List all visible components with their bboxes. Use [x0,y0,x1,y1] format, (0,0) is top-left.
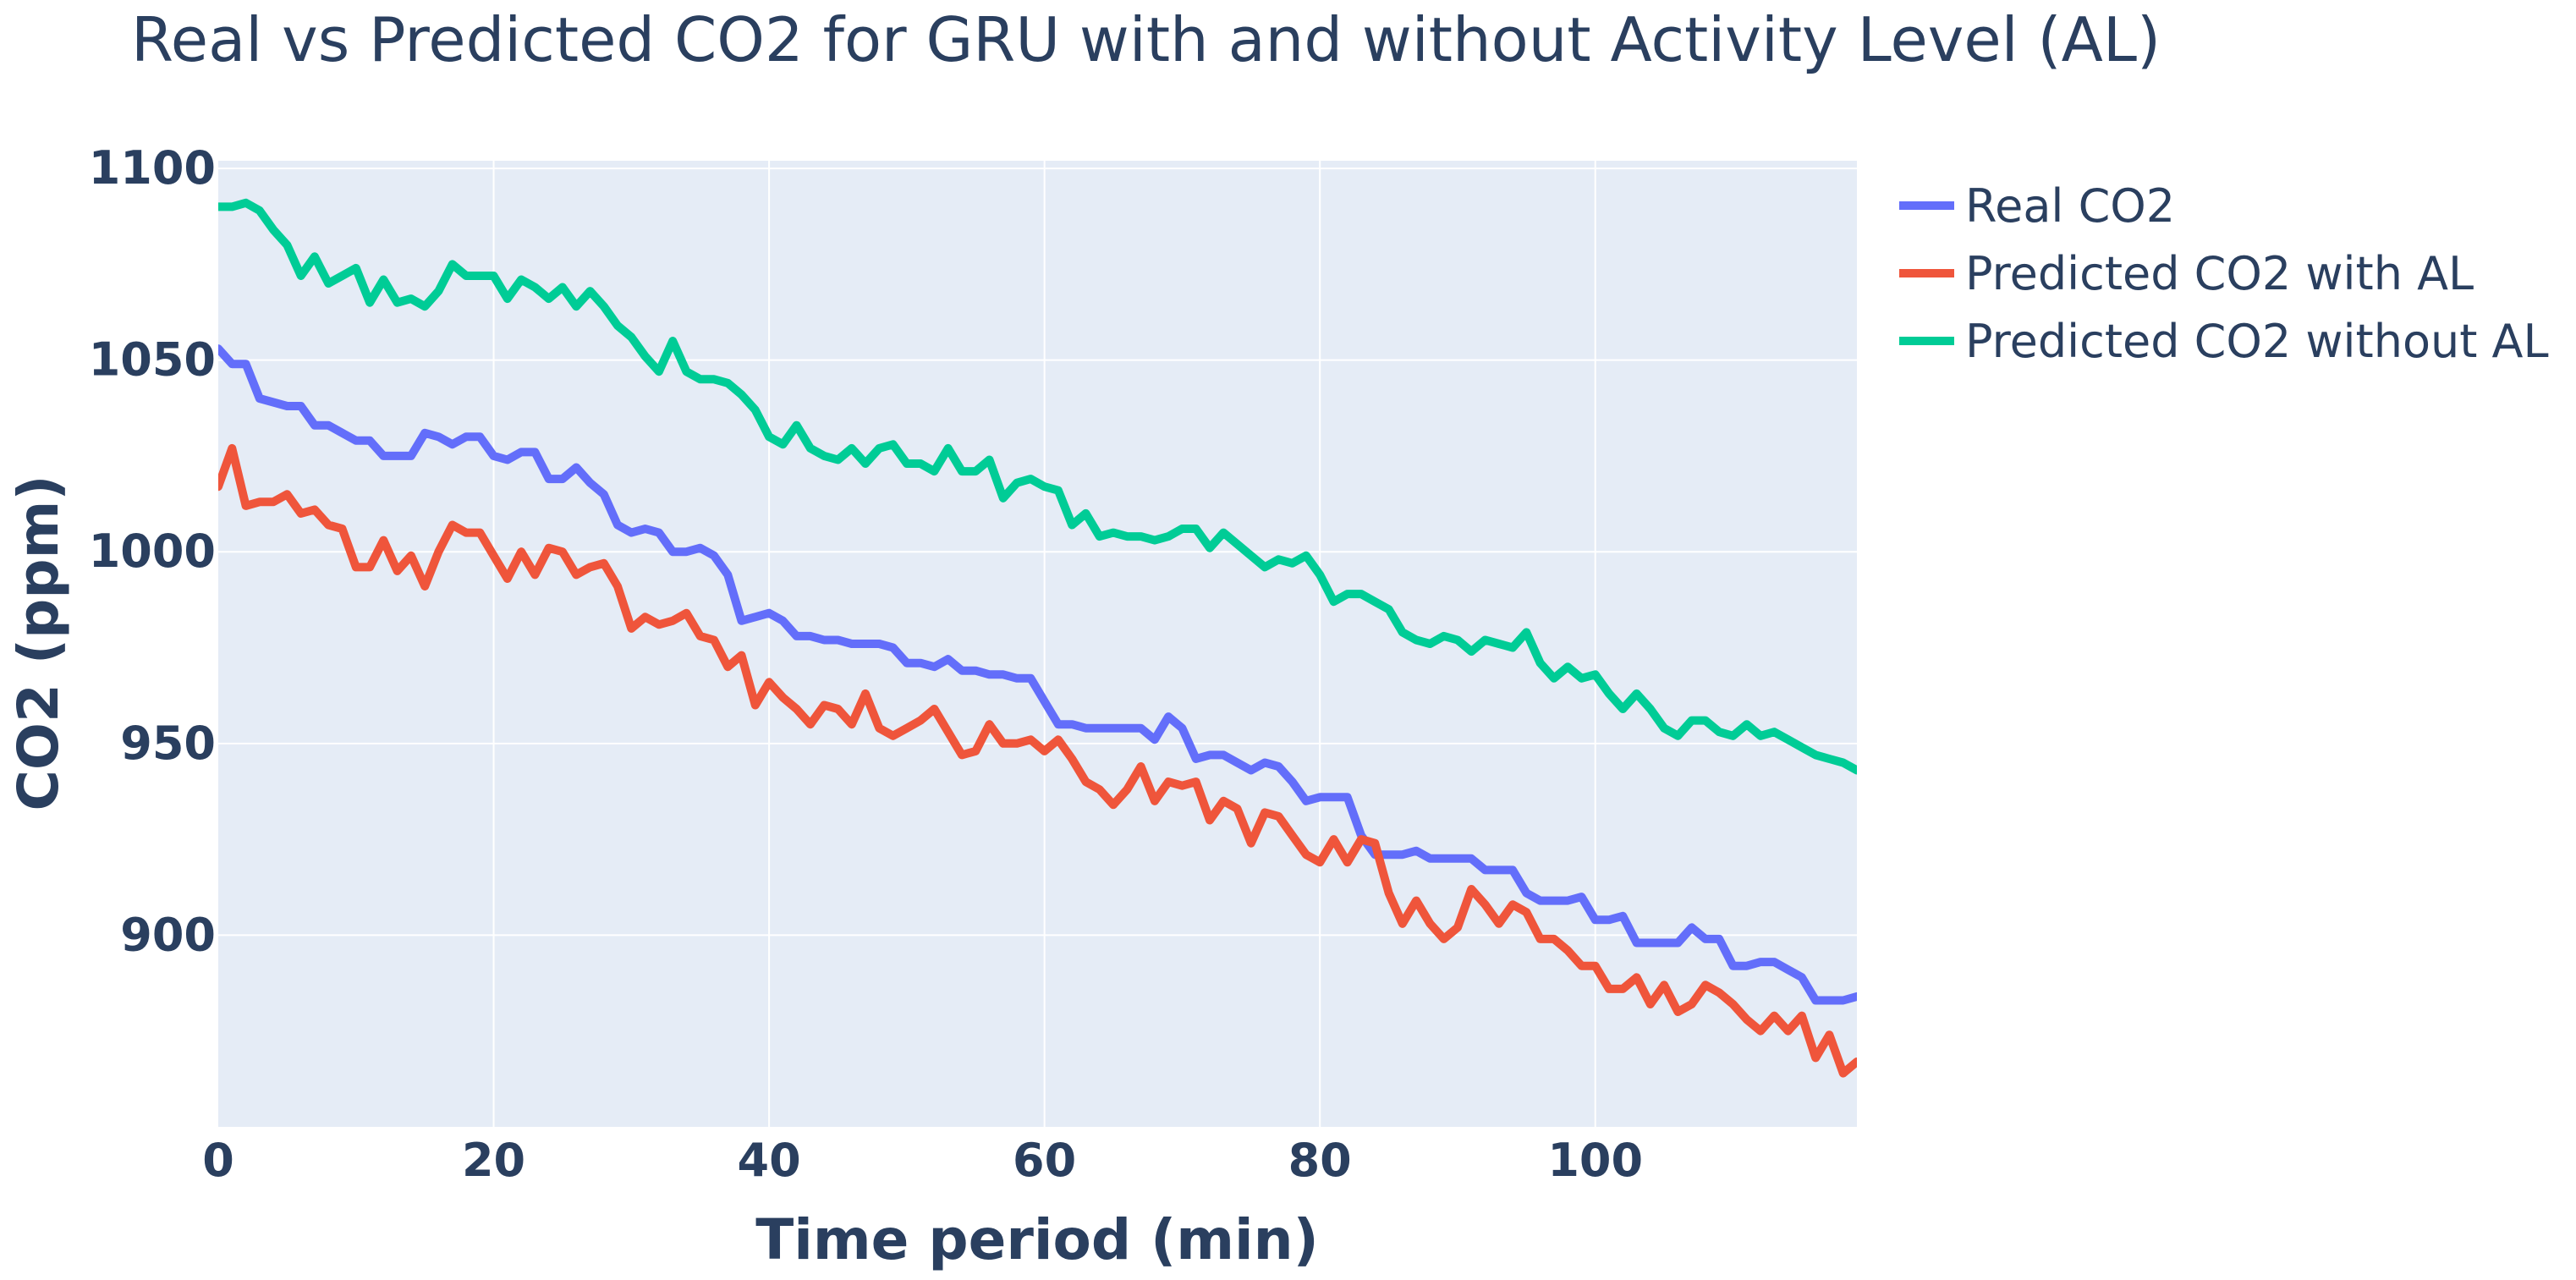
y-tick-label: 1100 [89,141,216,195]
x-tick-label: 0 [202,1134,234,1187]
x-tick-label: 80 [1288,1134,1352,1187]
chart-title: Real vs Predicted CO2 for GRU with and w… [131,4,2161,75]
series-line-2 [218,443,1857,1078]
legend-item-3[interactable]: Predicted CO2 without AL [1899,315,2549,368]
y-tick-label: 1050 [89,333,216,387]
legend[interactable]: Real CO2 Predicted CO2 with AL Predicted C… [1899,179,2549,368]
series-lines [218,198,1857,1078]
x-tick-label: 60 [1013,1134,1076,1187]
series-line-3 [218,198,1857,775]
legend-label: Real CO2 [1965,179,2175,233]
y-tick-label: 1000 [89,525,216,578]
legend-label: Predicted CO2 with AL [1965,247,2474,300]
y-axis-title: CO2 (ppm) [6,475,71,810]
grid-lines [218,161,1857,1127]
x-tick-label: 100 [1547,1134,1643,1187]
plot-area [218,161,1857,1127]
y-tick-label: 950 [120,717,216,770]
axis-ticks: 0 20 40 60 80 100 900 950 1000 1050 1100 [89,141,1643,1187]
series-line-1 [218,344,1857,1005]
legend-item-1[interactable]: Real CO2 [1899,179,2175,233]
x-tick-label: 40 [738,1134,801,1187]
x-axis-title: Time period (min) [755,1207,1319,1272]
legend-item-2[interactable]: Predicted CO2 with AL [1899,247,2474,300]
y-tick-label: 900 [120,908,216,961]
x-tick-label: 20 [462,1134,525,1187]
legend-label: Predicted CO2 without AL [1965,315,2549,368]
